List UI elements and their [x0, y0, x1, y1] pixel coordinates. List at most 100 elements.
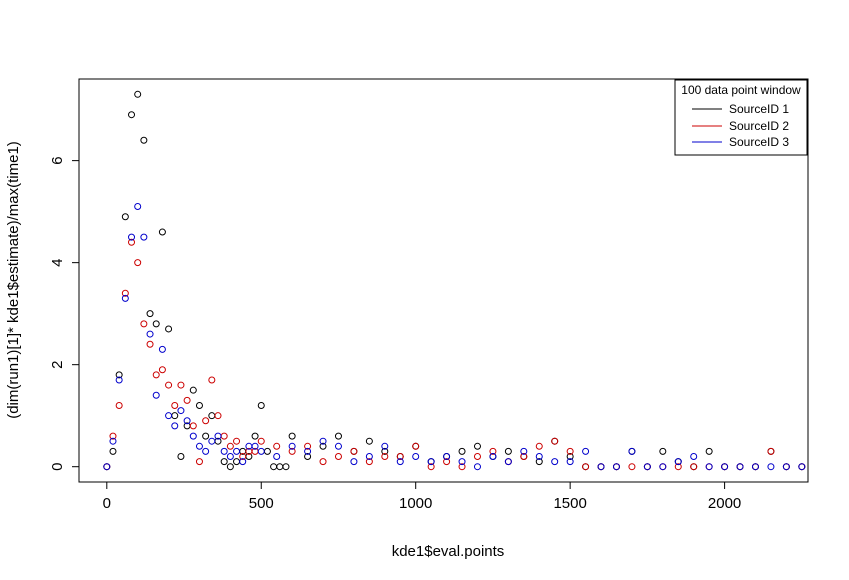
data-point — [396, 452, 404, 460]
data-point — [109, 432, 117, 440]
data-point — [165, 412, 173, 420]
data-point — [282, 463, 290, 471]
data-point — [381, 442, 389, 450]
data-point — [473, 452, 481, 460]
data-point — [220, 447, 228, 455]
data-point — [115, 376, 123, 384]
data-point — [365, 437, 373, 445]
data-point — [396, 458, 404, 466]
data-point — [350, 447, 358, 455]
data-point — [690, 452, 698, 460]
data-point — [183, 396, 191, 404]
data-point — [239, 452, 247, 460]
data-point — [208, 376, 216, 384]
data-point — [177, 381, 185, 389]
data-point — [721, 463, 729, 471]
data-point — [158, 366, 166, 374]
data-point — [189, 422, 197, 430]
data-point — [288, 432, 296, 440]
data-point — [208, 437, 216, 445]
data-point — [736, 463, 744, 471]
data-point — [183, 417, 191, 425]
data-point — [288, 447, 296, 455]
data-point — [504, 458, 512, 466]
data-point — [251, 442, 259, 450]
data-point — [705, 447, 713, 455]
data-point — [412, 442, 420, 450]
data-point — [674, 458, 682, 466]
data-point — [251, 432, 259, 440]
legend-label-sourceid-3: SourceID 3 — [729, 135, 789, 149]
data-point — [458, 458, 466, 466]
data-point — [273, 452, 281, 460]
data-point — [140, 320, 148, 328]
data-point — [443, 452, 451, 460]
data-point — [690, 463, 698, 471]
data-point — [146, 310, 154, 318]
series-sourceid-3 — [103, 203, 806, 471]
data-point — [152, 320, 160, 328]
data-point — [140, 233, 148, 241]
data-point — [146, 330, 154, 338]
data-point — [628, 447, 636, 455]
data-point — [319, 437, 327, 445]
data-point — [158, 228, 166, 236]
y-axis-label: (dim(run1)[1]* kde1$estimate)/max(time1) — [5, 141, 22, 419]
x-axis-label: kde1$eval.points — [392, 543, 505, 560]
data-point — [582, 447, 590, 455]
data-point — [582, 463, 590, 471]
data-point — [171, 401, 179, 409]
data-point — [334, 432, 342, 440]
data-point — [152, 391, 160, 399]
data-point — [195, 401, 203, 409]
data-point — [115, 371, 123, 379]
data-point — [121, 213, 129, 221]
legend-label-sourceid-2: SourceID 2 — [729, 119, 789, 133]
data-point — [427, 463, 435, 471]
data-point — [504, 447, 512, 455]
data-point — [121, 289, 129, 297]
data-point — [489, 452, 497, 460]
data-point — [220, 458, 228, 466]
data-point — [597, 463, 605, 471]
plot-frame — [78, 78, 809, 483]
data-point — [115, 401, 123, 409]
x-tick-label: 500 — [249, 495, 274, 512]
data-point — [226, 463, 234, 471]
data-point — [214, 412, 222, 420]
data-point — [128, 238, 136, 246]
x-tick-label: 1500 — [553, 495, 586, 512]
data-point — [551, 437, 559, 445]
data-point — [535, 458, 543, 466]
data-point — [257, 437, 265, 445]
data-point — [767, 447, 775, 455]
data-point — [158, 345, 166, 353]
data-point — [233, 447, 241, 455]
data-point — [134, 90, 142, 98]
data-point — [171, 422, 179, 430]
data-point — [458, 447, 466, 455]
y-tick-label: 2 — [49, 360, 66, 368]
data-point — [128, 233, 136, 241]
data-point — [202, 432, 210, 440]
data-point — [767, 463, 775, 471]
legend-label-sourceid-1: SourceID 1 — [729, 102, 789, 116]
data-point — [412, 452, 420, 460]
data-point — [165, 325, 173, 333]
data-point — [304, 447, 312, 455]
data-point — [643, 463, 651, 471]
data-point — [427, 458, 435, 466]
x-tick-label: 0 — [103, 495, 111, 512]
data-point — [751, 463, 759, 471]
data-point — [152, 371, 160, 379]
data-point — [189, 432, 197, 440]
data-point — [239, 458, 247, 466]
data-point — [443, 458, 451, 466]
data-point — [365, 458, 373, 466]
data-point — [628, 463, 636, 471]
data-point — [566, 452, 574, 460]
data-point — [165, 381, 173, 389]
y-tick-label: 0 — [49, 463, 66, 471]
data-point — [121, 294, 129, 302]
y-tick-label: 6 — [49, 156, 66, 164]
